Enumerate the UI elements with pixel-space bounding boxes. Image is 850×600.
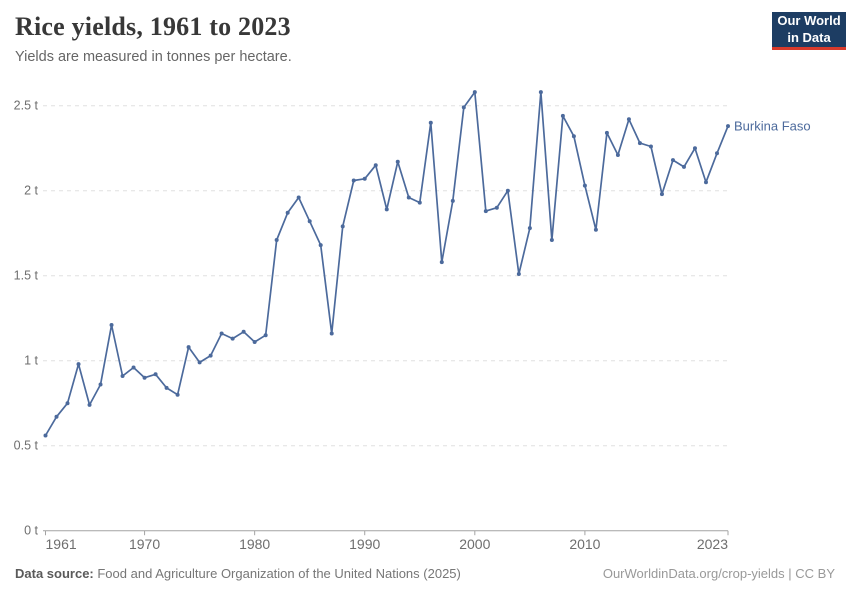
data-point[interactable] bbox=[318, 243, 323, 248]
data-point[interactable] bbox=[626, 117, 631, 122]
data-point[interactable] bbox=[175, 392, 180, 397]
data-point[interactable] bbox=[142, 375, 147, 380]
data-point[interactable] bbox=[76, 362, 81, 367]
chart-plot-area[interactable]: 0 t 0.5 t 1 t 1.5 t 2 t 2.5 t 1961 1970 1980 1990… bbox=[0, 85, 850, 560]
data-point[interactable] bbox=[263, 333, 268, 338]
data-point[interactable] bbox=[197, 360, 202, 365]
data-point[interactable] bbox=[406, 195, 411, 200]
owid-logo-line2: in Data bbox=[787, 29, 831, 45]
data-point[interactable] bbox=[230, 336, 235, 341]
data-point[interactable] bbox=[703, 180, 708, 185]
data-point[interactable] bbox=[461, 105, 466, 110]
data-point[interactable] bbox=[98, 382, 103, 387]
data-point[interactable] bbox=[307, 219, 312, 224]
data-point[interactable] bbox=[726, 124, 730, 129]
data-point[interactable] bbox=[120, 374, 125, 378]
data-point[interactable] bbox=[516, 272, 521, 276]
data-point[interactable] bbox=[351, 178, 356, 183]
data-point[interactable] bbox=[241, 329, 246, 334]
data-point[interactable] bbox=[186, 345, 191, 350]
data-point[interactable] bbox=[329, 331, 334, 336]
data-point[interactable] bbox=[417, 200, 422, 205]
data-point[interactable] bbox=[670, 158, 675, 163]
data-point[interactable] bbox=[615, 153, 620, 157]
data-point[interactable] bbox=[560, 113, 565, 118]
data-point[interactable] bbox=[527, 226, 532, 231]
page-title: Rice yields, 1961 to 2023 bbox=[15, 12, 291, 41]
data-point[interactable] bbox=[681, 164, 686, 169]
data-point[interactable] bbox=[252, 340, 257, 344]
data-point[interactable] bbox=[362, 176, 367, 181]
x-tick-label: 1980 bbox=[239, 536, 270, 552]
data-source-text: Food and Agriculture Organization of the… bbox=[93, 566, 461, 581]
x-tick-label: 1990 bbox=[349, 536, 380, 552]
data-point[interactable] bbox=[285, 210, 290, 215]
data-point[interactable] bbox=[582, 183, 587, 188]
data-point[interactable] bbox=[373, 163, 378, 168]
data-point[interactable] bbox=[659, 192, 664, 197]
data-point[interactable] bbox=[571, 134, 576, 139]
x-tick-label: 2023 bbox=[697, 536, 728, 552]
data-point[interactable] bbox=[54, 414, 59, 419]
chart-header: Rice yields, 1961 to 2023 Yields are mea… bbox=[15, 12, 755, 65]
data-point[interactable] bbox=[109, 323, 114, 327]
data-line[interactable] bbox=[44, 91, 729, 437]
data-point[interactable] bbox=[593, 227, 598, 232]
data-point[interactable] bbox=[483, 209, 488, 214]
data-point[interactable] bbox=[692, 146, 697, 151]
data-point[interactable] bbox=[65, 401, 70, 406]
data-source: Data source: Food and Agriculture Organi… bbox=[15, 566, 461, 581]
data-point[interactable] bbox=[637, 141, 642, 146]
y-tick-label: 2 t bbox=[24, 184, 38, 198]
data-point[interactable] bbox=[549, 238, 554, 242]
x-tick-label: 2010 bbox=[569, 536, 600, 552]
line-chart-canvas[interactable]: 0 t 0.5 t 1 t 1.5 t 2 t 2.5 t 1961 1970 1980 1990… bbox=[0, 85, 850, 560]
x-tick-label: 1961 bbox=[46, 536, 77, 552]
data-point[interactable] bbox=[428, 120, 433, 125]
x-tick-label: 1970 bbox=[129, 536, 160, 552]
data-point[interactable] bbox=[208, 353, 213, 358]
data-point[interactable] bbox=[164, 385, 169, 390]
x-tick-label: 2000 bbox=[459, 536, 490, 552]
data-point[interactable] bbox=[450, 198, 455, 203]
data-point[interactable] bbox=[494, 205, 499, 210]
data-point[interactable] bbox=[274, 238, 279, 242]
chart-footer: Data source: Food and Agriculture Organi… bbox=[15, 566, 835, 581]
data-point[interactable] bbox=[219, 331, 224, 336]
data-point[interactable] bbox=[131, 365, 136, 370]
owid-logo[interactable]: Our World in Data bbox=[772, 12, 846, 50]
data-point[interactable] bbox=[538, 90, 543, 95]
y-tick-label: 0.5 t bbox=[14, 439, 39, 453]
owid-logo-line1: Our World bbox=[777, 13, 841, 29]
data-point[interactable] bbox=[648, 144, 653, 149]
y-tick-label: 0 t bbox=[24, 524, 38, 538]
chart-subtitle: Yields are measured in tonnes per hectar… bbox=[15, 49, 292, 65]
data-point[interactable] bbox=[439, 260, 444, 265]
y-tick-label: 1.5 t bbox=[14, 269, 39, 283]
data-point[interactable] bbox=[296, 195, 301, 200]
credit-link[interactable]: OurWorldinData.org/crop-yields | CC BY bbox=[602, 566, 835, 581]
data-point[interactable] bbox=[395, 159, 400, 164]
data-point[interactable] bbox=[714, 151, 719, 156]
series-label[interactable]: Burkina Faso bbox=[734, 119, 811, 134]
data-point[interactable] bbox=[384, 207, 389, 212]
data-source-label: Data source: bbox=[15, 566, 94, 581]
data-point[interactable] bbox=[153, 372, 158, 377]
data-point[interactable] bbox=[505, 188, 510, 193]
y-tick-label: 2.5 t bbox=[14, 99, 39, 113]
data-point[interactable] bbox=[43, 433, 48, 438]
data-point[interactable] bbox=[604, 130, 609, 135]
data-point[interactable] bbox=[340, 224, 345, 229]
data-point[interactable] bbox=[87, 402, 92, 407]
y-tick-label: 1 t bbox=[24, 354, 38, 368]
data-point[interactable] bbox=[472, 90, 477, 95]
